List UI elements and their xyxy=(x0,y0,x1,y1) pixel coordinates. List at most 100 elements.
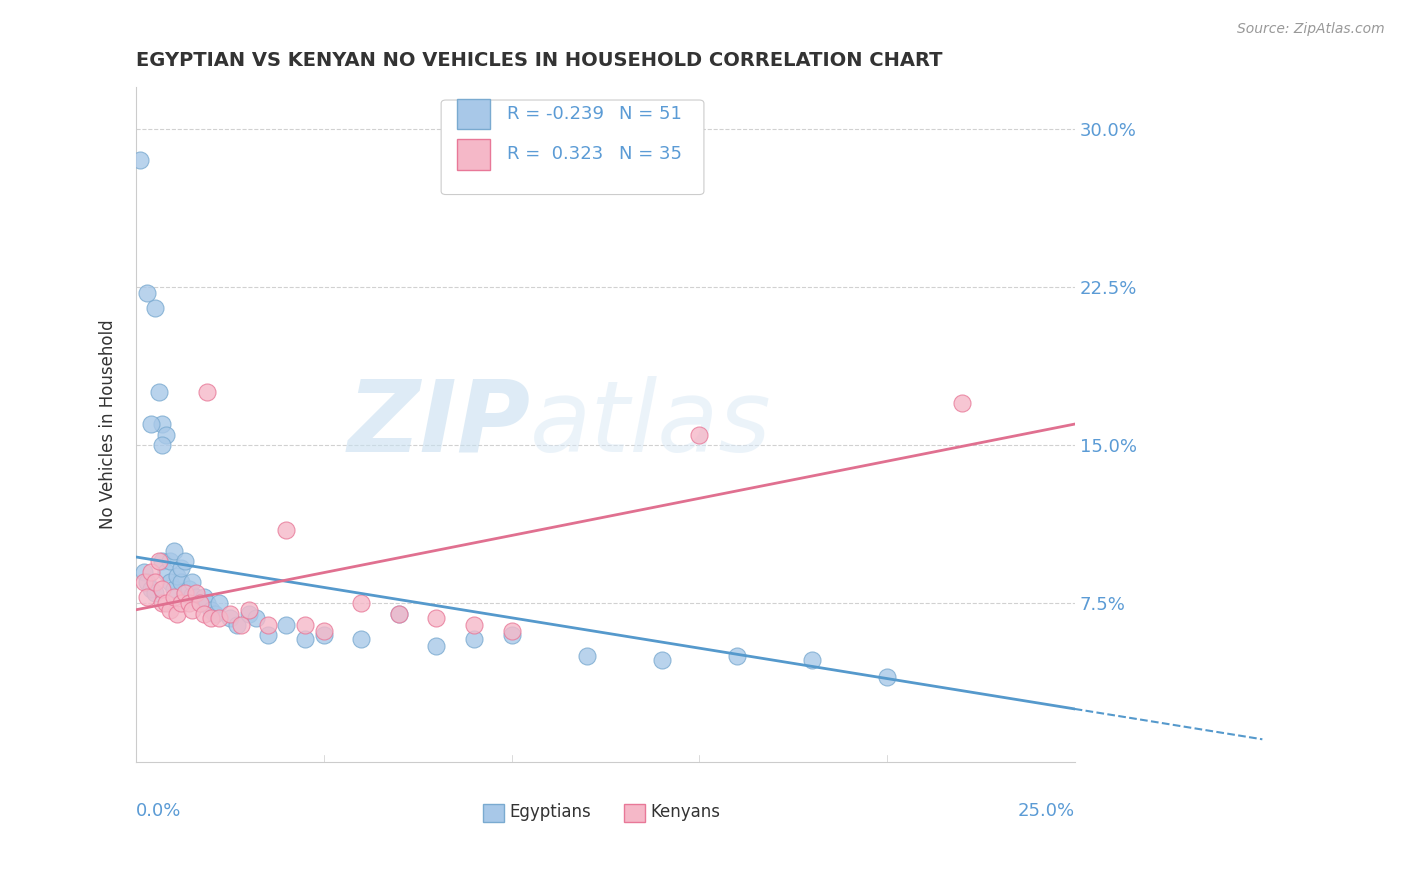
Point xyxy=(150,582,173,596)
Text: atlas: atlas xyxy=(530,376,772,473)
Point xyxy=(143,575,166,590)
Point xyxy=(163,543,186,558)
Point xyxy=(226,617,249,632)
Point xyxy=(174,586,197,600)
Point xyxy=(276,617,298,632)
Point xyxy=(208,596,231,610)
Point xyxy=(166,569,188,583)
Text: Source: ZipAtlas.com: Source: ZipAtlas.com xyxy=(1237,22,1385,37)
Point xyxy=(150,554,173,568)
Point xyxy=(136,590,159,604)
Point xyxy=(204,607,226,621)
Point xyxy=(425,639,447,653)
Point xyxy=(163,590,186,604)
Point xyxy=(170,575,193,590)
FancyBboxPatch shape xyxy=(624,804,645,822)
Point xyxy=(350,596,373,610)
Point xyxy=(197,596,219,610)
Text: 25.0%: 25.0% xyxy=(1018,802,1074,820)
Point xyxy=(276,523,298,537)
Point xyxy=(148,554,170,568)
Point xyxy=(132,565,155,579)
FancyBboxPatch shape xyxy=(484,804,503,822)
FancyBboxPatch shape xyxy=(441,100,704,194)
Text: R = -0.239: R = -0.239 xyxy=(506,105,603,123)
Point xyxy=(193,590,215,604)
Point xyxy=(181,588,204,602)
Point xyxy=(238,607,260,621)
Point xyxy=(188,596,211,610)
Point xyxy=(188,596,211,610)
Point xyxy=(231,617,253,632)
Point xyxy=(139,565,162,579)
Point xyxy=(170,560,193,574)
Point xyxy=(159,603,181,617)
Point xyxy=(186,590,208,604)
Text: Kenyans: Kenyans xyxy=(651,804,720,822)
Text: R =  0.323: R = 0.323 xyxy=(506,145,603,163)
Point xyxy=(388,607,411,621)
Point xyxy=(139,417,162,431)
Point xyxy=(155,596,177,610)
Text: 0.0%: 0.0% xyxy=(136,802,181,820)
Point xyxy=(174,586,197,600)
Point xyxy=(294,617,316,632)
Point xyxy=(425,611,447,625)
Point xyxy=(177,582,200,596)
Point xyxy=(181,603,204,617)
Point xyxy=(159,554,181,568)
Point xyxy=(245,611,267,625)
Point xyxy=(193,607,215,621)
Point xyxy=(163,582,186,596)
Point xyxy=(139,582,162,596)
Point xyxy=(159,575,181,590)
Point xyxy=(136,575,159,590)
Point xyxy=(181,575,204,590)
Point xyxy=(150,596,173,610)
Point xyxy=(143,586,166,600)
Point xyxy=(143,301,166,315)
Point xyxy=(725,649,748,664)
Text: N = 35: N = 35 xyxy=(620,145,682,163)
Point xyxy=(312,628,335,642)
Point xyxy=(312,624,335,638)
Point xyxy=(150,417,173,431)
Point xyxy=(166,607,188,621)
Point xyxy=(876,670,898,684)
Point xyxy=(501,628,523,642)
Point xyxy=(197,385,219,400)
Point xyxy=(651,653,673,667)
FancyBboxPatch shape xyxy=(457,139,489,169)
Point xyxy=(950,396,973,410)
Point xyxy=(501,624,523,638)
Point xyxy=(463,632,485,647)
Point xyxy=(208,611,231,625)
Point xyxy=(575,649,598,664)
Point xyxy=(463,617,485,632)
Point xyxy=(388,607,411,621)
Text: N = 51: N = 51 xyxy=(620,105,682,123)
Point xyxy=(219,611,242,625)
Point xyxy=(688,427,710,442)
Point xyxy=(155,427,177,442)
Point xyxy=(128,153,150,168)
Point xyxy=(256,617,278,632)
Text: ZIP: ZIP xyxy=(347,376,530,473)
Point xyxy=(800,653,823,667)
Point xyxy=(200,611,222,625)
Point xyxy=(136,286,159,301)
FancyBboxPatch shape xyxy=(457,99,489,129)
Point xyxy=(148,385,170,400)
Point xyxy=(177,596,200,610)
Point xyxy=(294,632,316,647)
Point xyxy=(200,603,222,617)
Point xyxy=(186,586,208,600)
Point xyxy=(155,565,177,579)
Text: EGYPTIAN VS KENYAN NO VEHICLES IN HOUSEHOLD CORRELATION CHART: EGYPTIAN VS KENYAN NO VEHICLES IN HOUSEH… xyxy=(136,51,942,70)
Point xyxy=(170,596,193,610)
Point xyxy=(174,554,197,568)
Point xyxy=(219,607,242,621)
Point xyxy=(256,628,278,642)
Point xyxy=(238,603,260,617)
Point xyxy=(150,438,173,452)
